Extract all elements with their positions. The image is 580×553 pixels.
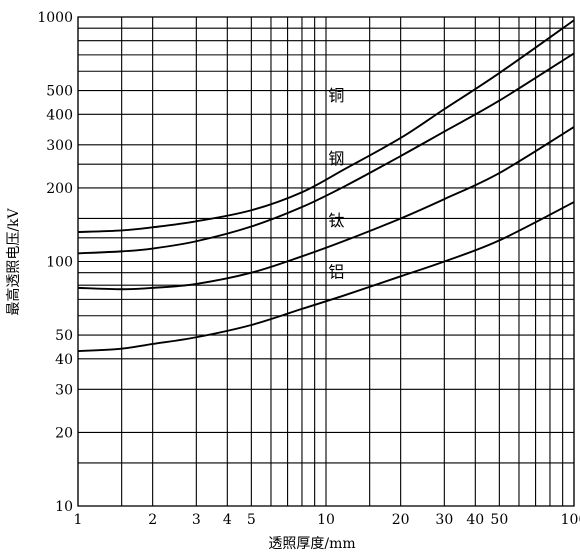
series-line-0 <box>77 19 575 233</box>
series-group <box>77 19 575 353</box>
x-tick-label: 4 <box>223 512 232 528</box>
series-label-2: 钛 <box>328 211 344 230</box>
grid <box>77 16 575 507</box>
x-axis-ticks: 1 2 3 45 10 20 30 40 50 100 <box>74 512 580 528</box>
x-tick-label: 2 <box>148 512 157 528</box>
y-tick-label: 1000 <box>37 10 73 26</box>
series-label-1: 钢 <box>328 149 344 168</box>
x-tick-label: 1 <box>74 512 83 528</box>
y-tick-label: 10 <box>55 499 73 515</box>
y-tick-label: 400 <box>46 107 73 123</box>
y-tick-label: 20 <box>55 425 73 441</box>
y-axis-ticks: 10 20 30 40 50 100 200 300 400 500 1000 <box>37 10 73 515</box>
x-tick-label: 20 <box>392 512 410 528</box>
y-tick-label: 50 <box>55 328 73 344</box>
x-tick-label: 100 <box>561 512 580 528</box>
y-tick-label: 300 <box>46 138 73 154</box>
y-tick-label: 200 <box>46 181 73 197</box>
y-tick-label: 100 <box>46 255 73 271</box>
series-label-3: 铝 <box>328 263 344 282</box>
x-axis-title: 透照厚度/mm <box>268 536 355 552</box>
series-label-0: 铜 <box>328 86 344 105</box>
series-line-2 <box>77 126 575 291</box>
series-line-1 <box>77 52 575 255</box>
x-tick-label: 5 <box>247 512 256 528</box>
x-tick-label: 40 <box>466 512 484 528</box>
y-axis-title: 最高透照电压/kV <box>5 207 22 315</box>
x-tick-label: 50 <box>490 512 508 528</box>
y-tick-label: 40 <box>55 352 73 368</box>
x-tick-label: 30 <box>435 512 453 528</box>
y-tick-label: 500 <box>46 84 73 100</box>
x-tick-label: 3 <box>192 512 201 528</box>
plot-frame <box>77 16 575 507</box>
x-tick-label: 10 <box>317 512 335 528</box>
series-line-3 <box>77 201 575 353</box>
y-tick-label: 30 <box>55 382 73 398</box>
